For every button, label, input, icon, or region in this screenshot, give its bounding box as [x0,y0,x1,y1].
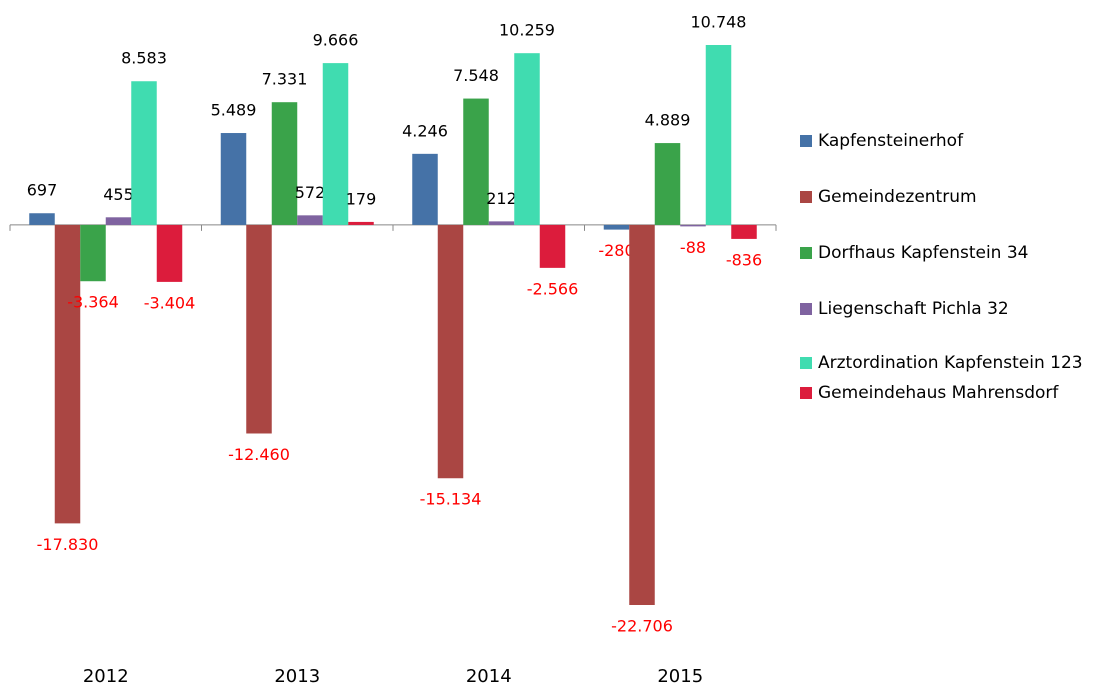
data-label: -22.706 [611,617,673,636]
bar [539,224,566,268]
data-label: 7.331 [262,70,308,89]
data-label: 5.489 [211,101,257,120]
legend-item: Arztordination Kapfenstein 123 [800,350,1100,376]
bar [488,221,515,225]
bar [271,102,298,225]
data-label: -3.364 [67,293,119,312]
bar [731,224,757,239]
data-label: 697 [27,181,58,200]
x-tick-label: 2012 [83,666,129,687]
bar [105,217,132,225]
x-tick-label: 2015 [657,666,703,687]
bar [29,213,55,225]
bar [80,224,106,282]
bar [246,224,272,434]
legend-label: Dorfhaus Kapfenstein 34 [818,243,1029,263]
bar [437,224,464,479]
data-label: -12.460 [228,445,290,464]
legend-item: Kapfensteinerhof [800,128,1100,154]
x-tick-label: 2014 [466,666,512,687]
legend-swatch [800,387,812,399]
legend-swatch [800,135,812,147]
legend-swatch [800,303,812,315]
data-label: 10.748 [691,13,747,32]
bar [514,53,540,225]
data-label: -2.566 [527,279,579,298]
data-label: -17.830 [37,535,99,554]
x-tick-label: 2013 [274,666,320,687]
legend-label: Arztordination Kapfenstein 123 [818,353,1083,373]
data-label: 7.548 [453,66,499,85]
legend-label: Gemeindezentrum [818,187,977,207]
legend-swatch [800,247,812,259]
legend: Kapfensteinerhof Gemeindezentrum Dorfhaus … [800,128,1100,436]
data-label: 4.889 [645,111,691,130]
data-label: -280 [598,241,634,260]
legend-item: Gemeindehaus Mahrensdorf [800,380,1100,406]
bar [322,63,349,225]
data-label: 9.666 [313,31,359,50]
data-label: -88 [680,238,706,257]
bar [629,224,655,605]
legend-swatch [800,191,812,203]
bar [680,224,706,227]
bar [705,45,732,225]
data-label: 455 [103,185,134,204]
bar [297,215,323,225]
legend-item: Liegenschaft Pichla 32 [800,296,1100,322]
data-label: 179 [346,189,377,208]
legend-item: Gemeindezentrum [800,184,1100,210]
data-label: 212 [486,189,517,208]
legend-swatch [800,357,812,369]
bar [156,224,183,282]
bar [220,133,247,225]
data-label: 10.259 [499,21,555,40]
data-label: 572 [295,183,326,202]
data-label: 8.583 [121,49,167,68]
bar [54,224,81,524]
data-label: -15.134 [420,490,482,509]
bar [412,153,438,225]
bar [463,98,489,225]
data-label: 4.246 [402,121,448,140]
data-label: -836 [726,250,762,269]
legend-label: Gemeindehaus Mahrensdorf [818,383,1059,403]
bar [654,143,681,225]
bar [131,81,157,225]
legend-label: Liegenschaft Pichla 32 [818,299,1009,319]
data-label: -3.404 [144,293,196,312]
legend-label: Kapfensteinerhof [818,131,964,151]
bar [348,221,374,225]
bar [603,224,630,230]
legend-item: Dorfhaus Kapfenstein 34 [800,240,1100,266]
